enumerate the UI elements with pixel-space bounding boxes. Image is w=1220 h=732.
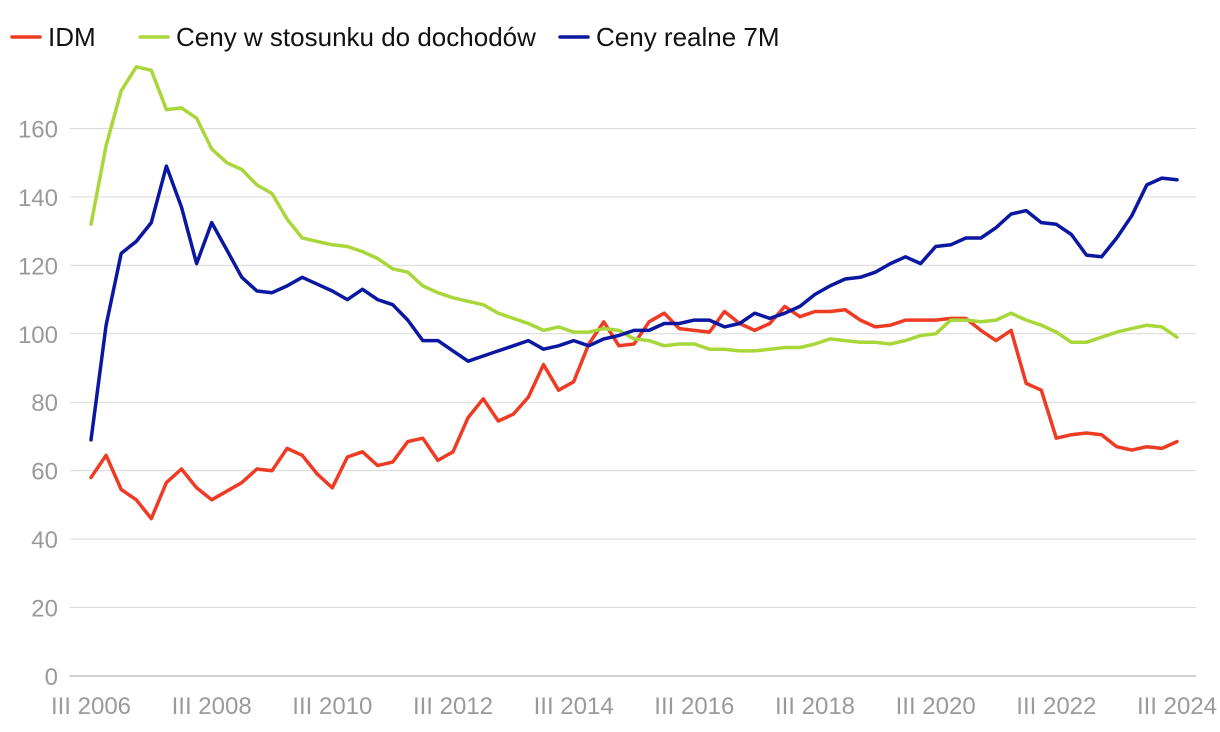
x-tick-label: III 2016 [654,693,734,720]
legend-label: Ceny realne 7M [596,22,780,52]
x-axis-ticks: III 2006 III 2008 III 2010 III 2012 III 2014… [51,693,1217,720]
x-tick-label: III 2014 [534,693,614,720]
x-tick-label: III 2012 [413,693,493,720]
series-line-2 [89,65,1179,353]
legend: IDM Ceny w stosunku do dochodów Ceny realn… [10,22,780,52]
grid-lines [70,127,1196,609]
x-tick-label: III 2018 [775,693,855,720]
series-line-1 [89,304,1179,521]
y-tick-label: 100 [18,322,58,349]
x-tick-label: III 2006 [51,693,131,720]
series-lines [89,65,1179,521]
x-tick-label: III 2022 [1016,693,1096,720]
y-tick-label: 120 [18,253,58,280]
x-tick-label: III 2010 [292,693,372,720]
x-tick-label: III 2020 [896,693,976,720]
y-axis-ticks: 0 20 40 60 80 100 120 140 160 [18,116,58,691]
y-tick-label: 20 [31,596,58,623]
legend-label: IDM [48,22,96,52]
y-tick-label: 0 [45,664,58,691]
y-tick-label: 80 [31,390,58,417]
legend-label: Ceny w stosunku do dochodów [176,22,536,52]
y-tick-label: 60 [31,459,58,486]
y-tick-label: 40 [31,527,58,554]
x-tick-label: III 2008 [172,693,252,720]
series-line-3 [89,164,1179,442]
x-tick-label: III 2024 [1137,693,1217,720]
y-tick-label: 160 [18,116,58,143]
y-tick-label: 140 [18,185,58,212]
